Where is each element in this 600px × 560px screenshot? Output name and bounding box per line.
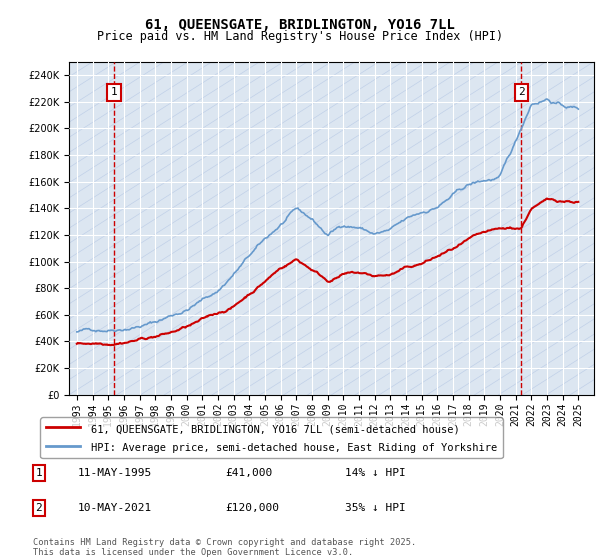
Text: 2: 2 [518,87,524,97]
Text: 61, QUEENSGATE, BRIDLINGTON, YO16 7LL: 61, QUEENSGATE, BRIDLINGTON, YO16 7LL [145,18,455,32]
Text: 1: 1 [35,468,43,478]
Text: 35% ↓ HPI: 35% ↓ HPI [345,503,406,513]
Text: Contains HM Land Registry data © Crown copyright and database right 2025.
This d: Contains HM Land Registry data © Crown c… [33,538,416,557]
Text: £120,000: £120,000 [225,503,279,513]
Text: Price paid vs. HM Land Registry's House Price Index (HPI): Price paid vs. HM Land Registry's House … [97,30,503,43]
Text: 14% ↓ HPI: 14% ↓ HPI [345,468,406,478]
Legend: 61, QUEENSGATE, BRIDLINGTON, YO16 7LL (semi-detached house), HPI: Average price,: 61, QUEENSGATE, BRIDLINGTON, YO16 7LL (s… [40,417,503,459]
Text: 1: 1 [110,87,117,97]
Text: 2: 2 [35,503,43,513]
Text: 10-MAY-2021: 10-MAY-2021 [78,503,152,513]
Text: 11-MAY-1995: 11-MAY-1995 [78,468,152,478]
Text: £41,000: £41,000 [225,468,272,478]
